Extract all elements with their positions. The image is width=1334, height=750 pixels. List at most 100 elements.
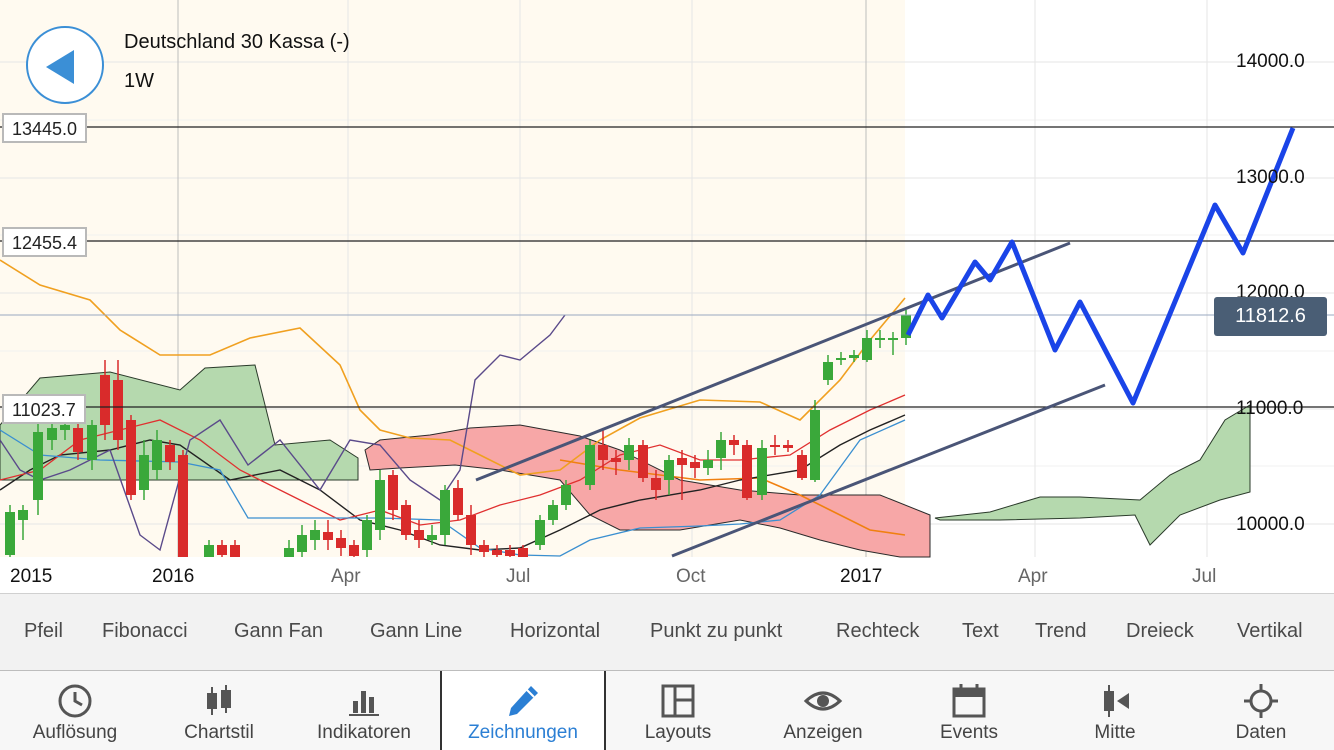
candle-bear [690, 462, 700, 468]
candle-bear [414, 530, 424, 540]
back-button[interactable] [26, 26, 104, 104]
price-chart[interactable] [0, 0, 1334, 593]
candle-bear [388, 475, 398, 510]
candle-bull [757, 448, 767, 495]
back-arrow-icon [46, 50, 74, 84]
tab-daten[interactable]: Daten [1188, 671, 1334, 750]
candle-bull [716, 440, 726, 458]
tab-label: Zeichnungen [468, 722, 578, 743]
candlestick-icon [207, 685, 231, 715]
tool-dreieck[interactable]: Dreieck [1126, 620, 1194, 642]
level-label[interactable]: 12455.4 [2, 227, 88, 257]
tool-vertikal[interactable]: Vertikal [1237, 620, 1303, 642]
candle-bull [875, 338, 885, 340]
candle-bear [126, 420, 136, 495]
candle-bull [427, 535, 437, 540]
y-axis-tick: 14000.0 [1236, 51, 1305, 72]
candle-bull [862, 338, 872, 360]
candle-bear [770, 445, 780, 447]
candle-bear [401, 505, 411, 535]
candle-bear [453, 488, 463, 515]
candle-bear [349, 545, 359, 556]
tool-pfeil[interactable]: Pfeil [24, 620, 63, 642]
candle-bear [230, 545, 240, 557]
tab-label: Layouts [644, 722, 712, 743]
candle-bull [47, 428, 57, 440]
candle-bear [611, 458, 621, 462]
tab-label: Events [939, 722, 999, 743]
candle-bull [87, 425, 97, 460]
tool-gann-fan[interactable]: Gann Fan [234, 620, 323, 642]
candle-bear [323, 532, 333, 540]
tab-label: Auflösung [32, 722, 118, 743]
tab-label: Chartstil [184, 722, 254, 743]
bar-chart-icon [349, 691, 379, 716]
candle-bull [664, 460, 674, 480]
candle-bull [561, 485, 571, 505]
x-axis-label: Oct [676, 566, 706, 587]
candle-bull [810, 410, 820, 480]
lagging-span-line [559, 459, 906, 536]
tab-mitte[interactable]: Mitte [1042, 671, 1188, 750]
candle-bear [466, 515, 476, 545]
level-label[interactable]: 11023.7 [2, 394, 86, 424]
candle-bull [284, 548, 294, 557]
tab-label: Indikatoren [316, 722, 411, 743]
forecast-path-line [905, 127, 1296, 406]
tab-chartstil[interactable]: Chartstil [150, 671, 288, 750]
tool-rechteck[interactable]: Rechteck [836, 620, 920, 642]
bollinger-upper-line [0, 259, 906, 476]
candle-bull [297, 535, 307, 552]
tab-label: Mitte [1094, 722, 1136, 743]
candle-bull [823, 362, 833, 380]
y-axis-tick: 10000.0 [1236, 514, 1305, 535]
tab-anzeigen[interactable]: Anzeigen [750, 671, 896, 750]
candle-bull [362, 520, 372, 550]
candle-bear [783, 445, 793, 448]
candle-bear [479, 545, 489, 552]
candle-bear [677, 458, 687, 465]
candle-bull [152, 440, 162, 470]
tool-fibonacci[interactable]: Fibonacci [102, 620, 188, 642]
tool-punkt-zu-punkt[interactable]: Punkt zu punkt [650, 620, 783, 642]
x-axis-label: 2016 [148, 566, 199, 588]
tab-indikatoren[interactable]: Indikatoren [288, 671, 440, 750]
center-candle-icon [1104, 685, 1129, 717]
tool-gann-line[interactable]: Gann Line [370, 620, 463, 642]
candle-bull [18, 510, 28, 520]
tool-horizontal[interactable]: Horizontal [510, 620, 601, 642]
candle-bear [505, 550, 515, 556]
tab-label: Anzeigen [783, 722, 863, 743]
tab-aufloesung[interactable]: Auflösung [0, 671, 150, 750]
candle-bull [585, 445, 595, 485]
candle-bear [165, 445, 175, 462]
tenkan-sen-line [0, 394, 906, 526]
level-label[interactable]: 13445.0 [2, 113, 88, 143]
candle-bear [100, 375, 110, 425]
candle-bear [492, 550, 502, 555]
x-axis-label: Jul [506, 566, 531, 587]
candle-bull [5, 512, 15, 555]
tab-layouts[interactable]: Layouts [606, 671, 750, 750]
tool-text[interactable]: Text [962, 620, 999, 642]
chart-area[interactable]: Deutschland 30 Kassa (-) 1W 13445.0 1245… [0, 0, 1334, 593]
x-axis-label: 2015 [6, 566, 57, 588]
candle-bull [849, 355, 859, 358]
candle-bull [310, 530, 320, 540]
tab-zeichnungen[interactable]: Zeichnungen [440, 671, 606, 750]
tab-events[interactable]: Events [896, 671, 1042, 750]
candle-bull [204, 545, 214, 557]
kumo-bear-cloud [364, 424, 931, 558]
candle-bear [113, 380, 123, 440]
x-axis-label: Apr [1018, 566, 1048, 587]
y-axis-tick: 13000.0 [1236, 167, 1305, 188]
candle-bear [742, 445, 752, 498]
tool-trend[interactable]: Trend [1035, 620, 1087, 642]
x-axis-label: Jul [1192, 566, 1217, 587]
candle-bear [178, 455, 188, 557]
clock-icon [58, 684, 92, 718]
bottom-tab-bar: Auflösung Chartstil Indikatoren [0, 671, 1334, 750]
candle-bear [598, 445, 608, 460]
candle-bull [836, 358, 846, 360]
